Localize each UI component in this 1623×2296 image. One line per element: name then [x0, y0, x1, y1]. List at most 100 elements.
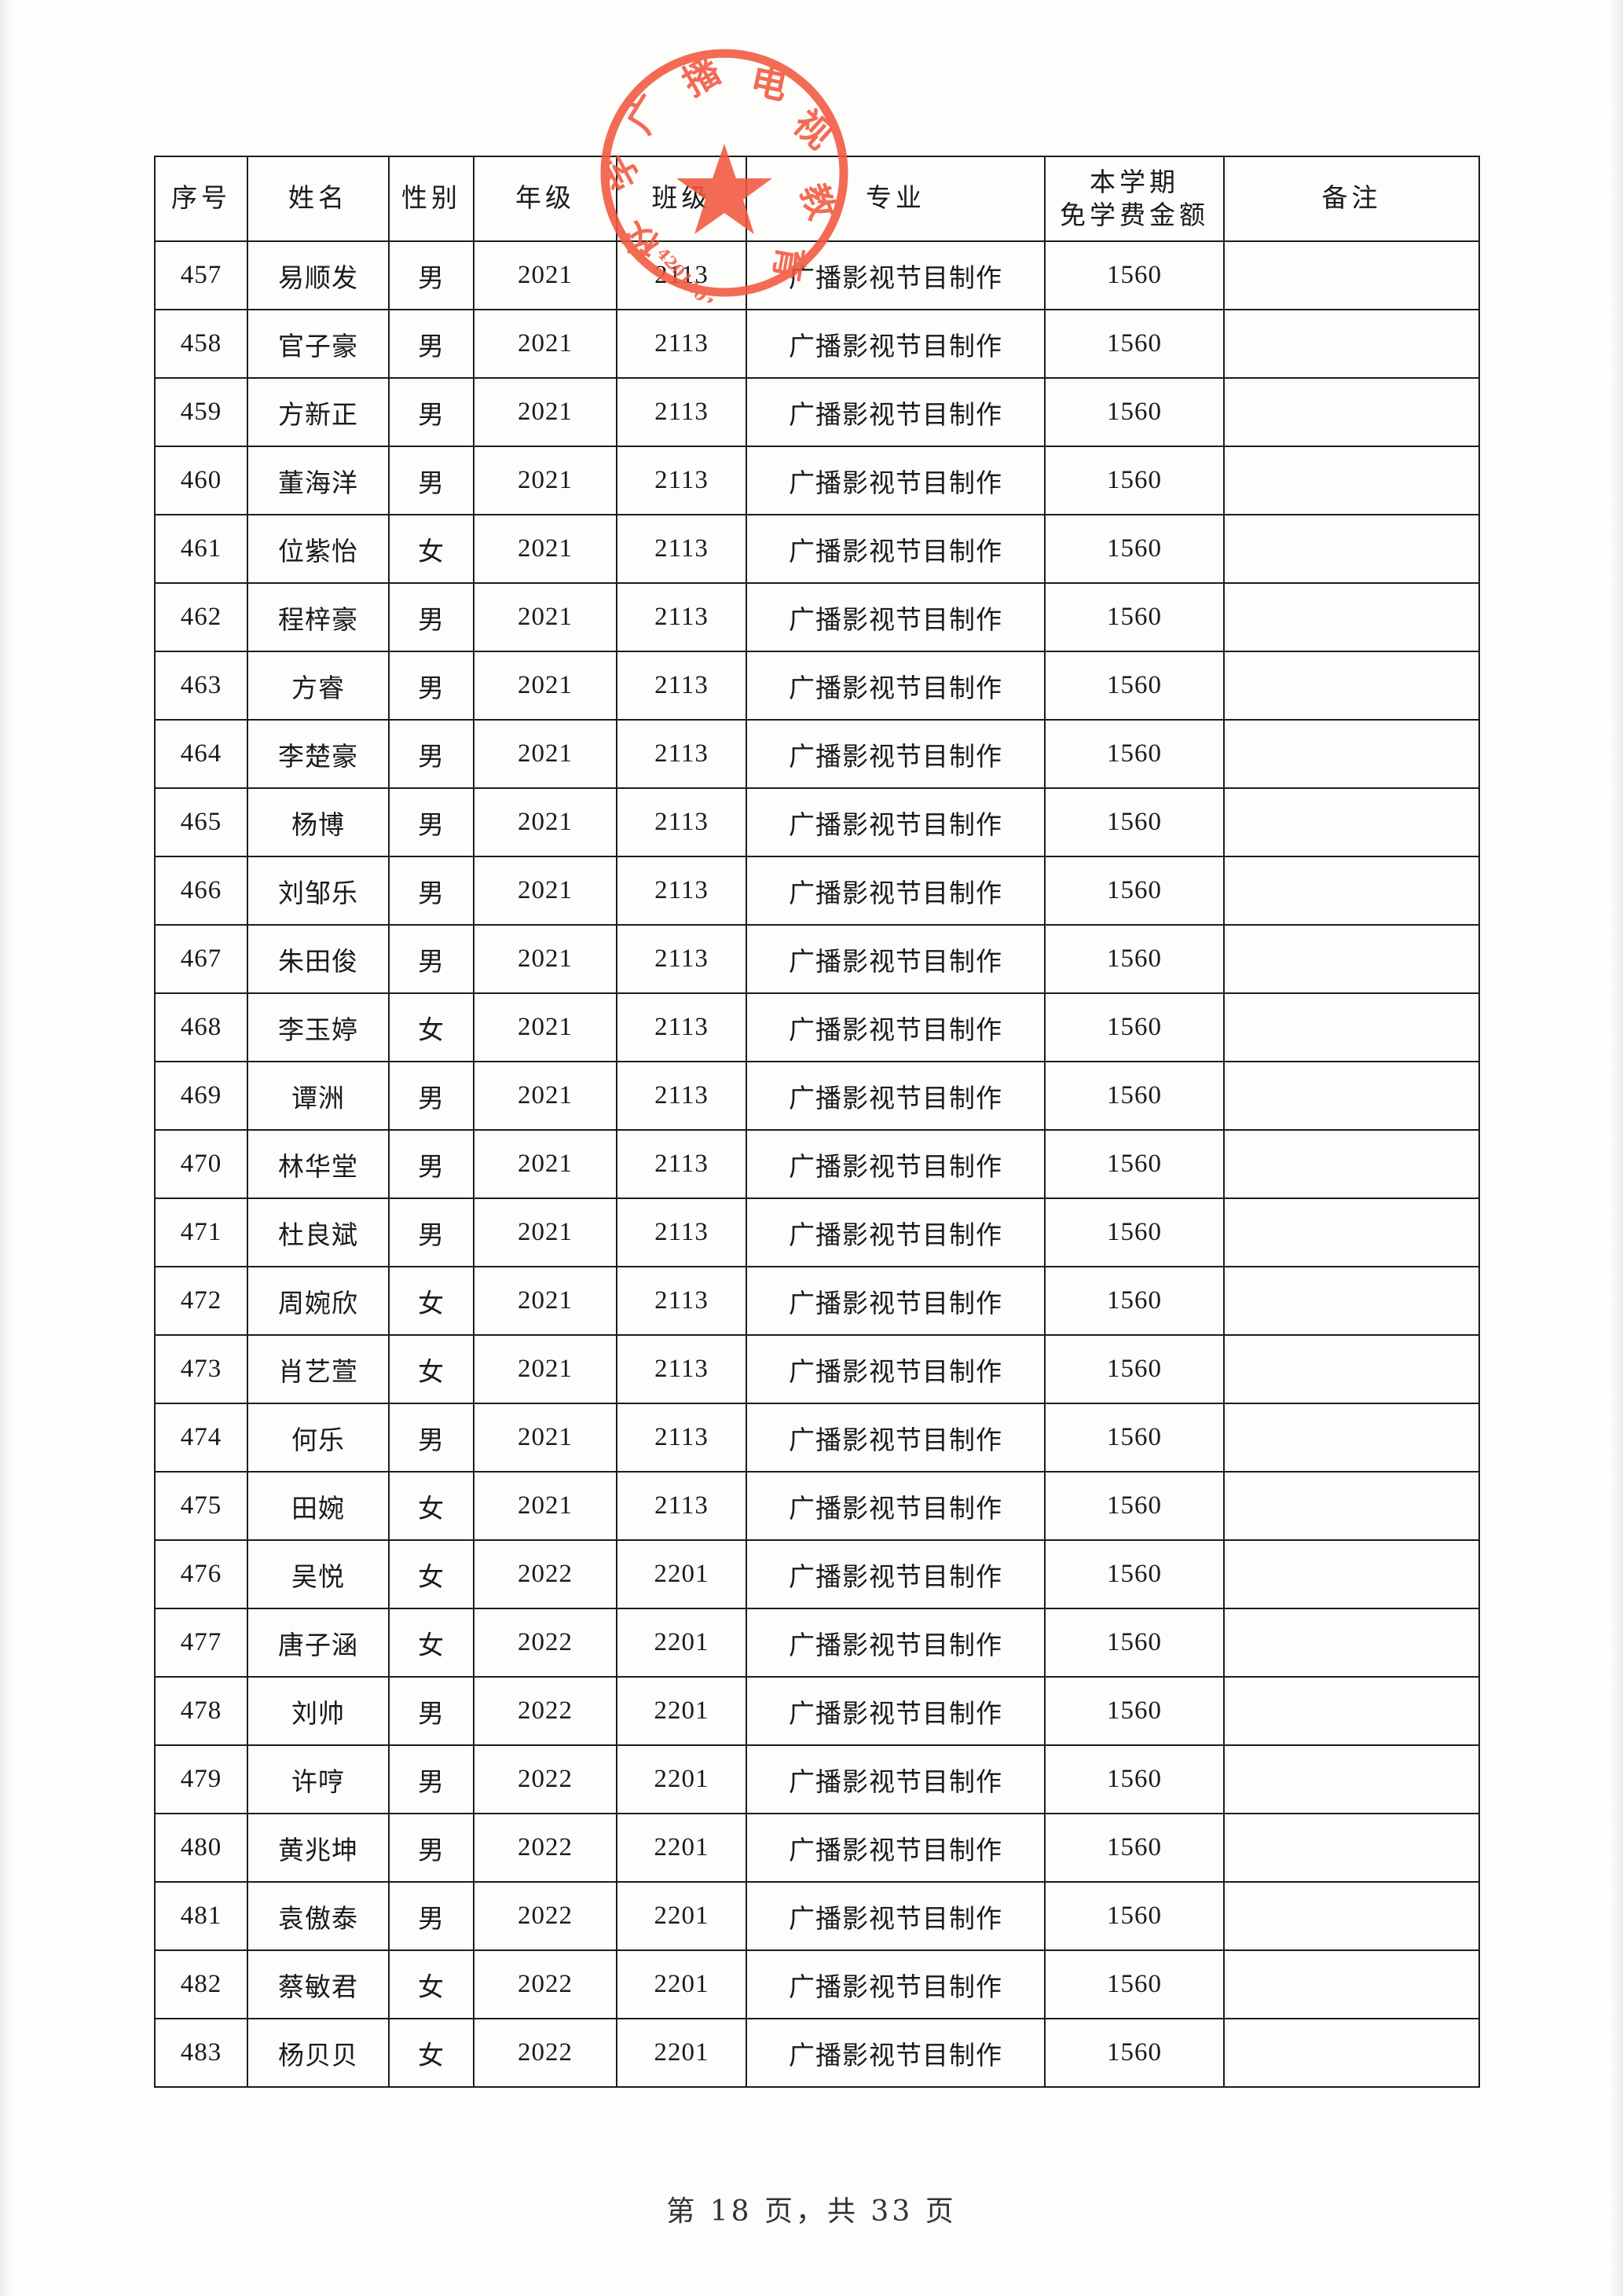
column-header-gender: 性别 — [388, 156, 474, 242]
table-cell-major: 广播影视节目制作 — [746, 1949, 1046, 2019]
table-cell-grade: 2022 — [473, 1744, 617, 1814]
table-cell-gender: 男 — [388, 1403, 474, 1473]
column-header-class: 班级 — [616, 156, 747, 242]
table-cell-seq: 464 — [154, 719, 248, 789]
table-cell-grade: 2022 — [473, 1676, 617, 1746]
table-cell-gender: 男 — [388, 582, 474, 652]
table-cell-major: 广播影视节目制作 — [746, 1744, 1046, 1814]
table-cell-seq: 475 — [154, 1471, 248, 1541]
table-row: 483 杨贝贝女 2022 2201 广播影视节目制作 1560 — [154, 2018, 1480, 2088]
table-cell-grade: 2022 — [473, 2018, 617, 2088]
table-cell-name: 袁傲泰 — [247, 1881, 390, 1951]
table-cell-amount: 1560 — [1044, 377, 1225, 447]
table-cell-note — [1223, 1471, 1480, 1541]
table-cell-seq: 479 — [154, 1744, 248, 1814]
table-cell-major: 广播影视节目制作 — [746, 1403, 1046, 1473]
table-cell-seq: 472 — [154, 1266, 248, 1336]
table-row: 465 杨博男 2021 2113 广播影视节目制作 1560 — [154, 787, 1480, 857]
table-cell-amount: 1560 — [1044, 856, 1225, 926]
table-cell-seq: 460 — [154, 446, 248, 515]
table-cell-class: 2113 — [616, 787, 747, 857]
table-row: 475 田婉女 2021 2113 广播影视节目制作 1560 — [154, 1471, 1480, 1541]
table-cell-note — [1223, 1676, 1480, 1746]
table-cell-major: 广播影视节目制作 — [746, 1266, 1046, 1336]
table-cell-grade: 2021 — [473, 514, 617, 584]
table-cell-grade: 2021 — [473, 1403, 617, 1473]
table-cell-name: 唐子涵 — [247, 1608, 390, 1678]
table-cell-amount: 1560 — [1044, 924, 1225, 994]
table-row: 478 刘帅男 2022 2201 广播影视节目制作 1560 — [154, 1676, 1480, 1746]
table-row: 476 吴悦女 2022 2201 广播影视节目制作 1560 — [154, 1539, 1480, 1609]
table-cell-note — [1223, 1881, 1480, 1951]
table-cell-class: 2113 — [616, 1403, 747, 1473]
table-cell-seq: 474 — [154, 1403, 248, 1473]
table-cell-amount: 1560 — [1044, 1744, 1225, 1814]
column-header-name: 姓名 — [247, 156, 390, 242]
table-cell-gender: 男 — [388, 924, 474, 994]
table-cell-note — [1223, 377, 1480, 447]
table-cell-amount: 1560 — [1044, 582, 1225, 652]
table-cell-major: 广播影视节目制作 — [746, 992, 1046, 1062]
table-cell-class: 2201 — [616, 1744, 747, 1814]
table-cell-name: 肖艺萱 — [247, 1334, 390, 1404]
table-cell-gender: 男 — [388, 1129, 474, 1199]
table-cell-name: 吴悦 — [247, 1539, 390, 1609]
table-cell-gender: 女 — [388, 992, 474, 1062]
table-cell-amount: 1560 — [1044, 446, 1225, 515]
table-cell-note — [1223, 924, 1480, 994]
table-cell-note — [1223, 787, 1480, 857]
table-cell-grade: 2021 — [473, 787, 617, 857]
table-row: 472 周婉欣女 2021 2113 广播影视节目制作 1560 — [154, 1266, 1480, 1336]
table-row: 458 官子豪男 2021 2113 广播影视节目制作 1560 — [154, 309, 1480, 379]
table-cell-gender: 女 — [388, 1608, 474, 1678]
table-cell-note — [1223, 1129, 1480, 1199]
table-cell-name: 杨博 — [247, 787, 390, 857]
table-row: 464 李楚豪男 2021 2113 广播影视节目制作 1560 — [154, 719, 1480, 789]
table-cell-major: 广播影视节目制作 — [746, 924, 1046, 994]
table-cell-class: 2113 — [616, 582, 747, 652]
table-cell-class: 2113 — [616, 856, 747, 926]
table-cell-seq: 467 — [154, 924, 248, 994]
table-cell-amount: 1560 — [1044, 309, 1225, 379]
table-row: 462 程梓豪男 2021 2113 广播影视节目制作 1560 — [154, 582, 1480, 652]
table-cell-major: 广播影视节目制作 — [746, 1539, 1046, 1609]
table-cell-seq: 468 — [154, 992, 248, 1062]
table-cell-seq: 471 — [154, 1198, 248, 1267]
table-cell-name: 许哼 — [247, 1744, 390, 1814]
table-cell-major: 广播影视节目制作 — [746, 787, 1046, 857]
table-cell-amount: 1560 — [1044, 240, 1225, 310]
table-row: 471 杜良斌男 2021 2113 广播影视节目制作 1560 — [154, 1198, 1480, 1267]
table-cell-gender: 男 — [388, 309, 474, 379]
table-cell-grade: 2022 — [473, 1608, 617, 1678]
table-cell-class: 2113 — [616, 446, 747, 515]
table-cell-name: 田婉 — [247, 1471, 390, 1541]
table-cell-note — [1223, 1198, 1480, 1267]
table-cell-major: 广播影视节目制作 — [746, 1061, 1046, 1131]
table-cell-amount: 1560 — [1044, 2018, 1225, 2088]
table-cell-gender: 女 — [388, 1266, 474, 1336]
table-cell-note — [1223, 1813, 1480, 1883]
table-cell-gender: 男 — [388, 1744, 474, 1814]
table-cell-name: 方睿 — [247, 651, 390, 721]
table-cell-class: 2201 — [616, 1813, 747, 1883]
table-cell-gender: 男 — [388, 651, 474, 721]
table-row: 467 朱田俊男 2021 2113 广播影视节目制作 1560 — [154, 924, 1480, 994]
table-cell-major: 广播影视节目制作 — [746, 1608, 1046, 1678]
table-cell-seq: 476 — [154, 1539, 248, 1609]
table-cell-grade: 2021 — [473, 1061, 617, 1131]
table-cell-gender: 男 — [388, 787, 474, 857]
table-cell-major: 广播影视节目制作 — [746, 377, 1046, 447]
table-cell-grade: 2021 — [473, 582, 617, 652]
table-cell-major: 广播影视节目制作 — [746, 1813, 1046, 1883]
table-cell-grade: 2021 — [473, 309, 617, 379]
table-cell-class: 2113 — [616, 309, 747, 379]
table-cell-gender: 男 — [388, 1198, 474, 1267]
table-cell-class: 2113 — [616, 924, 747, 994]
table-cell-name: 蔡敏君 — [247, 1949, 390, 2019]
table-cell-class: 2201 — [616, 1881, 747, 1951]
table-cell-grade: 2021 — [473, 1334, 617, 1404]
table-cell-grade: 2022 — [473, 1813, 617, 1883]
table-cell-gender: 女 — [388, 514, 474, 584]
table-cell-name: 何乐 — [247, 1403, 390, 1473]
column-header-grade: 年级 — [473, 156, 617, 242]
